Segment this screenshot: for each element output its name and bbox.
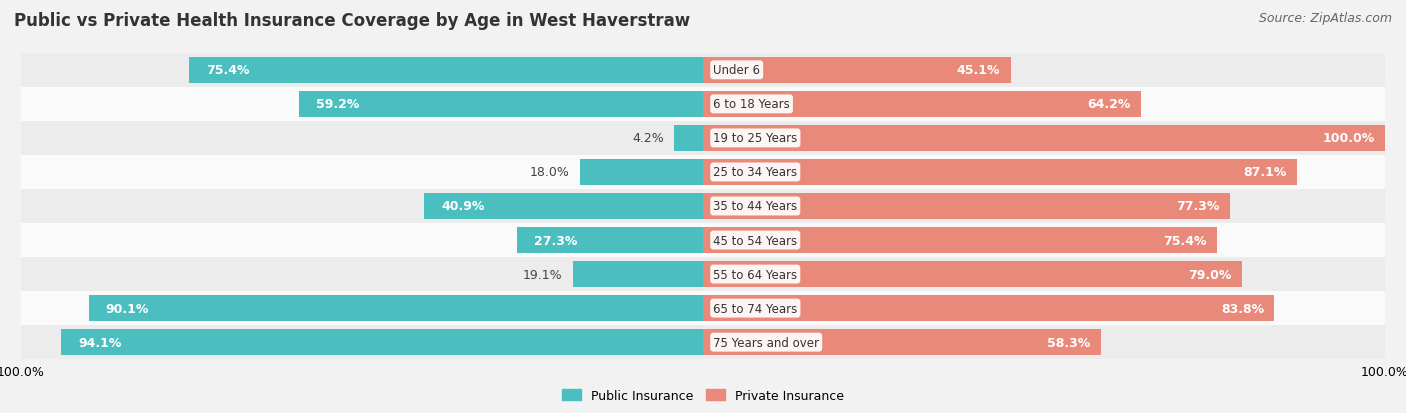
Bar [675, 126, 703, 151]
Text: 83.8%: 83.8% [1220, 302, 1264, 315]
Bar [21, 257, 1385, 292]
Text: 40.9%: 40.9% [441, 200, 485, 213]
Bar [703, 58, 1011, 83]
Bar [572, 262, 703, 287]
Bar [62, 330, 703, 355]
Text: 19.1%: 19.1% [523, 268, 562, 281]
Text: Source: ZipAtlas.com: Source: ZipAtlas.com [1258, 12, 1392, 25]
Text: 4.2%: 4.2% [633, 132, 664, 145]
Bar [21, 223, 1385, 257]
Bar [703, 92, 1140, 117]
Bar [21, 190, 1385, 223]
Text: 19 to 25 Years: 19 to 25 Years [713, 132, 797, 145]
Bar [517, 228, 703, 253]
Text: Under 6: Under 6 [713, 64, 761, 77]
Text: 27.3%: 27.3% [534, 234, 578, 247]
Bar [21, 121, 1385, 156]
Text: 79.0%: 79.0% [1188, 268, 1232, 281]
Text: 35 to 44 Years: 35 to 44 Years [713, 200, 797, 213]
Text: 65 to 74 Years: 65 to 74 Years [713, 302, 797, 315]
Text: 77.3%: 77.3% [1177, 200, 1220, 213]
Bar [703, 194, 1230, 219]
Bar [21, 292, 1385, 325]
Bar [425, 194, 703, 219]
Bar [703, 160, 1296, 185]
Legend: Public Insurance, Private Insurance: Public Insurance, Private Insurance [562, 389, 844, 402]
Text: 59.2%: 59.2% [316, 98, 360, 111]
Text: 25 to 34 Years: 25 to 34 Years [713, 166, 797, 179]
Bar [703, 228, 1218, 253]
Bar [703, 296, 1274, 321]
Text: 55 to 64 Years: 55 to 64 Years [713, 268, 797, 281]
Text: 58.3%: 58.3% [1047, 336, 1090, 349]
Text: 6 to 18 Years: 6 to 18 Years [713, 98, 790, 111]
Text: 100.0%: 100.0% [1323, 132, 1375, 145]
Text: 18.0%: 18.0% [530, 166, 569, 179]
Bar [703, 126, 1385, 151]
Bar [21, 54, 1385, 88]
Bar [21, 325, 1385, 359]
Bar [703, 330, 1101, 355]
Text: 90.1%: 90.1% [105, 302, 149, 315]
Text: 45.1%: 45.1% [957, 64, 1000, 77]
Text: Public vs Private Health Insurance Coverage by Age in West Haverstraw: Public vs Private Health Insurance Cover… [14, 12, 690, 30]
Bar [21, 156, 1385, 190]
Text: 94.1%: 94.1% [79, 336, 122, 349]
Text: 64.2%: 64.2% [1087, 98, 1130, 111]
Bar [703, 262, 1241, 287]
Bar [188, 58, 703, 83]
Bar [299, 92, 703, 117]
Text: 75.4%: 75.4% [205, 64, 249, 77]
Text: 75 Years and over: 75 Years and over [713, 336, 820, 349]
Text: 75.4%: 75.4% [1163, 234, 1206, 247]
Text: 45 to 54 Years: 45 to 54 Years [713, 234, 797, 247]
Bar [581, 160, 703, 185]
Bar [21, 88, 1385, 121]
Bar [89, 296, 703, 321]
Text: 87.1%: 87.1% [1243, 166, 1286, 179]
